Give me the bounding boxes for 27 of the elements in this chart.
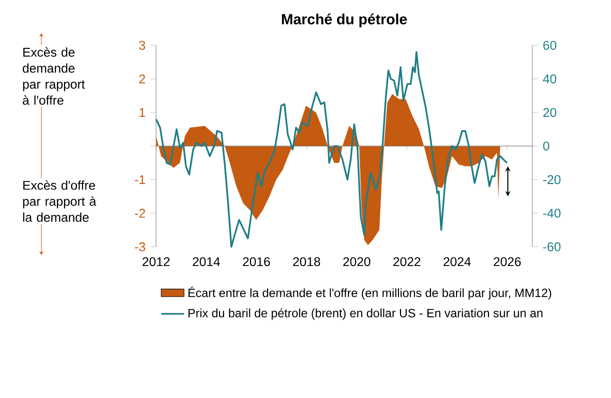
y2-tick-label: 0: [543, 141, 550, 150]
y2-tick-label: 60: [543, 40, 556, 50]
x-tick-label: 2026: [494, 257, 521, 266]
y2-tick-label: 20: [543, 108, 556, 117]
x-tick-label: 2018: [293, 257, 320, 266]
text: Excès de demande par rapport à l'offre: [22, 47, 85, 105]
x-tick-label: 2022: [393, 257, 420, 266]
y2-tick-label: -20: [543, 175, 561, 184]
x-tick-label: 2014: [192, 257, 220, 266]
line-series: [155, 51, 508, 248]
x-tick-label: 2020: [343, 257, 370, 266]
chart-title: Marché du pétrole: [282, 13, 407, 28]
text: Excès d'offre par rapport à la demande: [23, 180, 96, 222]
x-tick-label: 2016: [242, 257, 270, 266]
y-tick-label: 3: [139, 40, 146, 50]
y-tick-label: -3: [134, 242, 146, 252]
legend-label: Prix du baril de pétrole (brent) en dollar US - En variation sur un an: [188, 308, 542, 320]
x-tick-label: 2012: [142, 257, 170, 266]
y-tick-label: -2: [134, 208, 146, 218]
y-tick-label: 1: [140, 108, 146, 117]
y2-tick-label: -40: [543, 208, 561, 218]
legend-label: Écart entre la demande et l'offre (en millions de baril par jour, MM12): [188, 286, 552, 300]
y2-tick-label: -60: [543, 242, 561, 252]
y2-tick-label: 40: [542, 74, 556, 84]
y-tick-label: 2: [139, 74, 146, 84]
y-tick-label: -1: [134, 175, 146, 184]
x-tick-label: 2024: [444, 257, 471, 266]
